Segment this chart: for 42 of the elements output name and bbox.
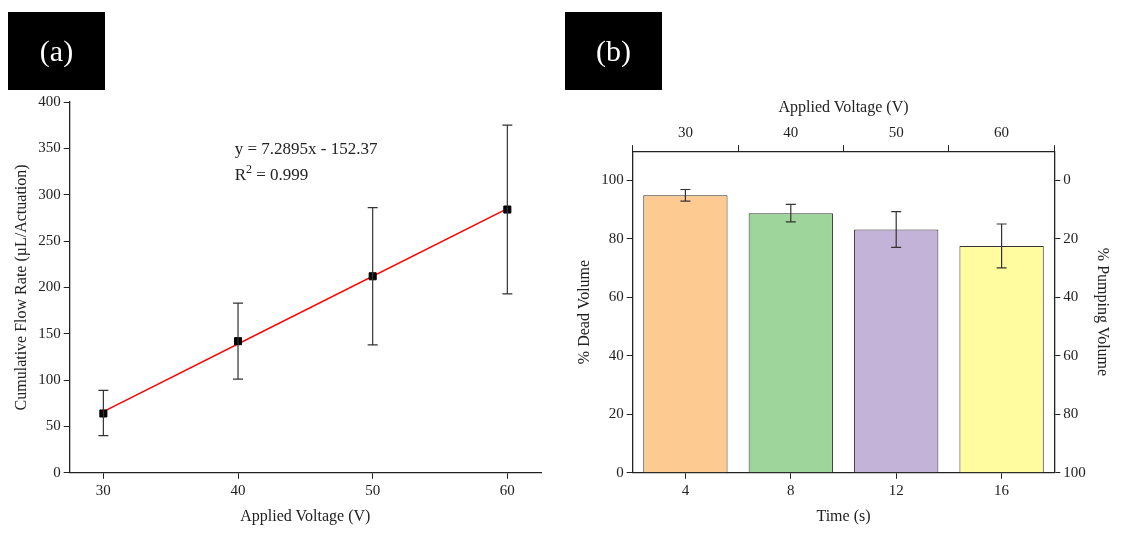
y-tick-label: 100 [38, 371, 61, 388]
x-tick-label: 12 [888, 481, 904, 498]
y-tick-label: 0 [53, 463, 61, 480]
y2-tick-label: 20 [1063, 229, 1079, 246]
x-axis-title: Time (s) [816, 506, 871, 525]
x2-axis-title: Applied Voltage (V) [778, 97, 909, 116]
y-tick-label: 200 [38, 278, 61, 295]
x-tick-label: 50 [365, 481, 381, 498]
y-tick-label: 40 [608, 346, 624, 363]
x-tick-label: 16 [994, 481, 1010, 498]
x-tick-label: 4 [681, 481, 690, 498]
y-tick-label: 20 [608, 405, 624, 422]
annotation: y = 7.2895x - 152.37 [234, 138, 378, 158]
y-tick-label: 400 [38, 92, 61, 109]
y2-tick-label: 40 [1063, 288, 1079, 305]
y-axis-title: % Dead Volume [574, 259, 592, 365]
y-tick-label: 50 [45, 417, 61, 434]
x-axis-title: Applied Voltage (V) [240, 506, 371, 525]
y-tick-label: 150 [38, 324, 61, 341]
x2-tick-label: 30 [677, 124, 693, 141]
x-tick-label: 40 [230, 481, 246, 498]
chart-title: (a) [8, 12, 105, 90]
x-tick-label: 30 [95, 481, 111, 498]
y-tick-label: 100 [601, 171, 624, 188]
y2-tick-label: 60 [1063, 346, 1079, 363]
y2-tick-label: 80 [1063, 405, 1079, 422]
y2-tick-label: 100 [1063, 463, 1086, 480]
y-tick-label: 350 [38, 139, 61, 156]
x2-tick-label: 40 [783, 124, 799, 141]
y-tick-label: 80 [608, 229, 624, 246]
y2-tick-label: 0 [1063, 171, 1071, 188]
x-tick-label: 60 [499, 481, 515, 498]
y-axis-title: Cumulative Flow Rate (µL/Actuation) [11, 164, 30, 411]
y2-axis-title: % Pumping Volume [1094, 247, 1113, 377]
y-tick-label: 60 [608, 288, 624, 305]
y-tick-label: 300 [38, 185, 61, 202]
y-tick-label: 250 [38, 231, 61, 248]
chart-title: (b) [565, 12, 662, 90]
x2-tick-label: 60 [994, 124, 1010, 141]
x-tick-label: 8 [787, 481, 795, 498]
y-tick-label: 0 [616, 463, 624, 480]
x2-tick-label: 50 [888, 124, 904, 141]
